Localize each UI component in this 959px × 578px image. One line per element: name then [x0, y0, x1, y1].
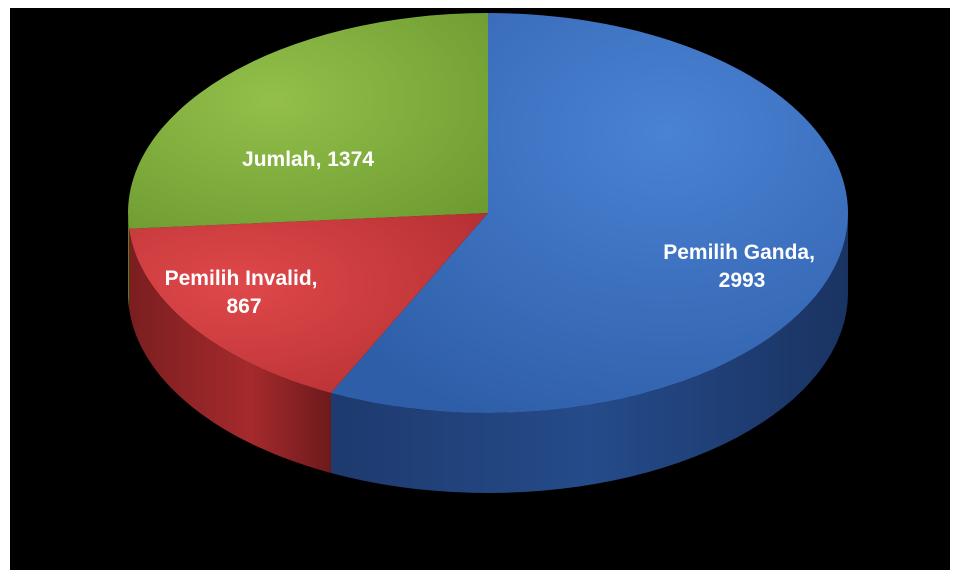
data-label-line: Pemilih Ganda,: [663, 241, 815, 264]
plot-area: Pemilih Ganda, 2993 Pemilih Invalid, 867…: [10, 8, 950, 570]
data-label-jumlah: Jumlah, 1374: [242, 148, 374, 171]
pie-tops: [127, 13, 849, 413]
pie-slice-jumlah: [127, 13, 488, 229]
data-label-line: Jumlah, 1374: [242, 148, 374, 171]
pie-labels: Pemilih Ganda, 2993 Pemilih Invalid, 867…: [165, 148, 821, 318]
pie-side-pemilih-ganda: [330, 213, 849, 493]
pie-chart: Pemilih Ganda, 2993 Pemilih Invalid, 867…: [127, 13, 849, 493]
pie-sides: [128, 213, 849, 493]
data-label-pemilih-invalid: Pemilih Invalid, 867: [165, 267, 324, 318]
data-label-pemilih-ganda: Pemilih Ganda, 2993: [663, 241, 821, 292]
pie-slice-pemilih-ganda: [330, 13, 849, 413]
pie-side-pemilih-invalid: [129, 228, 331, 473]
pie-side-jumlah: [128, 213, 130, 309]
data-label-line: 2993: [719, 269, 766, 292]
data-label-line: Pemilih Invalid,: [165, 267, 318, 290]
data-label-line: 867: [226, 295, 261, 318]
pie-slice-pemilih-invalid: [129, 213, 489, 393]
